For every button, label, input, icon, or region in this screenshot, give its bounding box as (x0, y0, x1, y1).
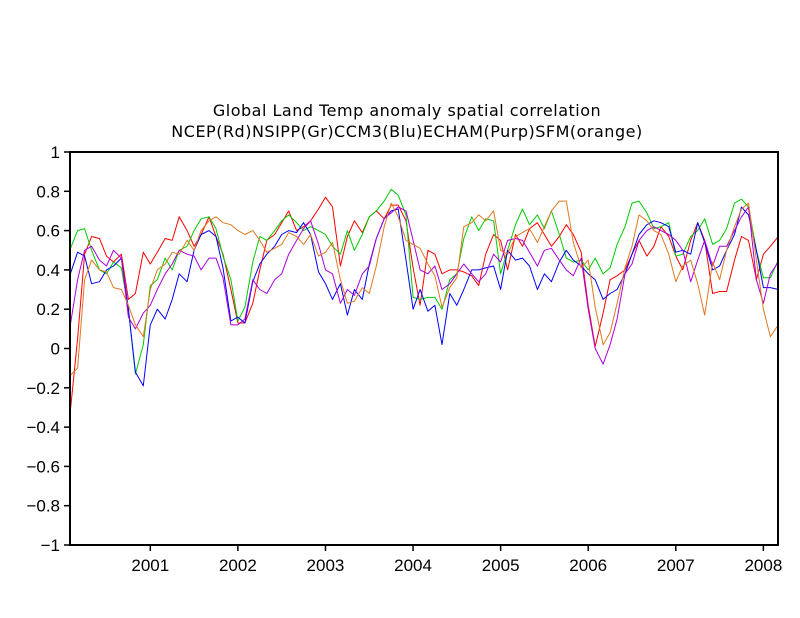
chart-subtitle: NCEP(Rd)NSIPP(Gr)CCM3(Blu)ECHAM(Purp)SFM… (171, 122, 642, 141)
y-tick-label: −0.8 (26, 497, 60, 516)
x-tick-label: 2005 (482, 556, 520, 575)
x-tick-label: 2003 (307, 556, 345, 575)
series-line-1 (69, 196, 779, 418)
y-axis: 1 0.8 0.6 0.4 0.2 0 −0.2 −0.4 −0.6 −0.8 −1 (26, 143, 70, 555)
chart-title: Global Land Temp anomaly spatial correla… (213, 101, 601, 120)
x-tick-label: 2001 (131, 556, 169, 575)
series-line-5 (69, 200, 779, 377)
x-tick-label: 2008 (744, 556, 782, 575)
series-line-2 (69, 188, 779, 375)
x-tick-label: 2004 (394, 556, 432, 575)
y-tick-label: 0.8 (36, 182, 60, 201)
plot-frame (69, 151, 779, 546)
series-line-4 (69, 206, 779, 365)
y-tick-label: 0 (51, 340, 60, 359)
y-tick-label: 0.2 (36, 300, 60, 319)
x-tick-label: 2002 (219, 556, 257, 575)
y-tick-label: −0.4 (26, 418, 60, 437)
y-tick-label: −0.2 (26, 379, 60, 398)
y-tick-label: 0.4 (36, 261, 60, 280)
x-tick-label: 2007 (657, 556, 695, 575)
series-line-3 (69, 206, 779, 387)
x-axis: 2001 2002 2003 2004 2005 2006 2007 2008 (131, 545, 782, 575)
y-tick-label: −1 (41, 536, 60, 555)
x-tick-label: 2006 (569, 556, 607, 575)
series-layer (69, 188, 779, 418)
y-tick-label: 0.6 (36, 222, 60, 241)
y-tick-label: −0.6 (26, 457, 60, 476)
y-tick-label: 1 (51, 143, 60, 162)
